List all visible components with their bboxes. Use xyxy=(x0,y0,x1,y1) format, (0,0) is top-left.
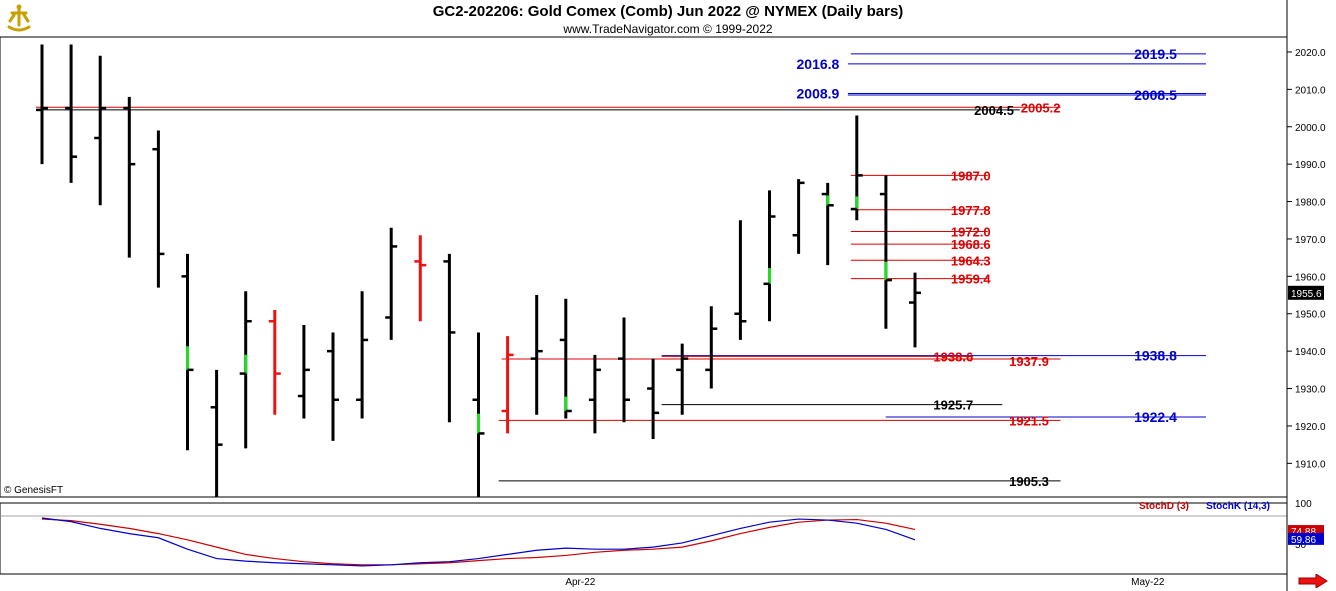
level-label: 1987.0 xyxy=(951,168,991,183)
chart-subtitle: www.TradeNavigator.com © 1999-2022 xyxy=(563,22,773,36)
stoch-line-0 xyxy=(41,518,916,566)
stoch-legend-d: StochD (3) xyxy=(1139,501,1189,512)
y-tick-label: 2010.0 xyxy=(1295,85,1326,96)
y-tick-label: 1960.0 xyxy=(1295,272,1326,283)
level-label: 1921.5 xyxy=(1009,413,1049,428)
y-tick-label: 1980.0 xyxy=(1295,198,1326,209)
y-tick-label: 1930.0 xyxy=(1295,385,1326,396)
y-tick-label: 1910.0 xyxy=(1295,459,1326,470)
y-tick-label: 2020.0 xyxy=(1295,48,1326,59)
stoch-last-box-1 xyxy=(1288,532,1324,545)
x-axis-label: May-22 xyxy=(1131,577,1165,588)
level-label: 2016.8 xyxy=(797,56,840,72)
level-label: 1977.8 xyxy=(951,203,991,218)
logo xyxy=(4,3,34,33)
y-tick-label: 2000.0 xyxy=(1295,123,1326,134)
level-label: 1959.4 xyxy=(951,272,992,287)
level-label: 1922.4 xyxy=(1134,409,1177,425)
x-axis-label: Apr-22 xyxy=(565,577,595,588)
scroll-right-arrow-icon[interactable] xyxy=(1298,574,1328,588)
last-price-box xyxy=(1288,285,1324,300)
stoch-line-1 xyxy=(41,517,916,567)
level-label: 1938.8 xyxy=(1134,348,1177,364)
level-label: 1972.0 xyxy=(951,224,991,239)
genesis-credit: © GenesisFT xyxy=(4,485,64,496)
y-tick-label: 1970.0 xyxy=(1295,235,1326,246)
stoch-legend-k: StochK (14,3) xyxy=(1206,501,1270,512)
level-label: 1937.9 xyxy=(1009,354,1049,369)
level-label: 1925.7 xyxy=(933,398,973,413)
trade-navigator-logo-icon xyxy=(4,3,34,33)
stoch-panel-border xyxy=(0,502,1288,575)
level-label: 2008.9 xyxy=(797,85,840,101)
level-label: 2004.5 xyxy=(974,103,1014,118)
y-tick-label: 1990.0 xyxy=(1295,160,1326,171)
level-label: 1964.3 xyxy=(951,253,991,268)
level-label: 1905.3 xyxy=(1009,474,1049,489)
stoch-tick-label: 100 xyxy=(1295,499,1312,510)
last-price-label: 1955.6 xyxy=(1291,289,1322,300)
level-label: 2019.5 xyxy=(1134,46,1177,62)
stoch-last-label-1: 59.86 xyxy=(1291,535,1316,546)
price-panel-border xyxy=(0,36,1288,498)
stoch-tick-label: 50 xyxy=(1295,540,1307,551)
level-label: 2008.5 xyxy=(1134,87,1177,103)
y-tick-label: 1950.0 xyxy=(1295,310,1326,321)
stoch-last-label-0: 74.88 xyxy=(1291,527,1316,538)
level-label: 1968.6 xyxy=(951,237,991,252)
y-tick-label: 1940.0 xyxy=(1295,347,1326,358)
chart-title: GC2-202206: Gold Comex (Comb) Jun 2022 @… xyxy=(432,3,904,20)
level-label: 2005.2 xyxy=(1021,100,1061,115)
y-tick-label: 1920.0 xyxy=(1295,422,1326,433)
level-label: 1938.6 xyxy=(933,349,973,364)
